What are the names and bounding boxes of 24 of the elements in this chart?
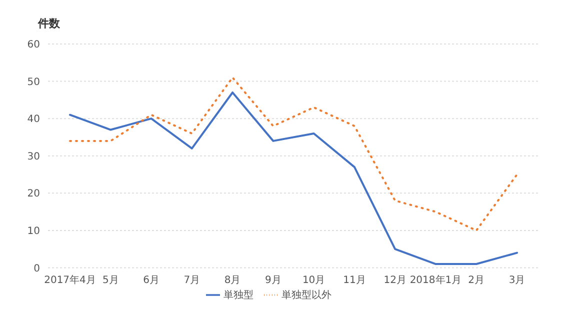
y-tick-label: 60 bbox=[27, 40, 40, 51]
y-tick-label: 0 bbox=[34, 263, 40, 274]
x-tick-label: 7月 bbox=[184, 274, 200, 286]
x-tick-label: 12月 bbox=[384, 274, 406, 286]
x-tick-label: 5月 bbox=[102, 274, 119, 286]
x-tick-label: 10月 bbox=[302, 274, 326, 286]
legend-label: 単独型 bbox=[224, 290, 254, 301]
x-tick-label: 9月 bbox=[264, 274, 282, 286]
y-tick-label: 50 bbox=[27, 76, 40, 88]
y-axis-title: 件数 bbox=[38, 16, 60, 31]
x-tick-label: 11月 bbox=[343, 274, 366, 286]
x-tick-label: 3月 bbox=[508, 274, 526, 286]
y-tick-label: 40 bbox=[27, 114, 40, 126]
y-tick-label: 10 bbox=[27, 226, 40, 237]
y-tick-label: 30 bbox=[27, 151, 40, 162]
y-tick-label: 20 bbox=[27, 188, 40, 200]
x-tick-label: 2月 bbox=[468, 274, 485, 286]
x-tick-label: 6月 bbox=[143, 274, 160, 286]
line-series bbox=[69, 91, 518, 266]
line-series bbox=[69, 76, 518, 232]
x-tick-label: 2017年4月 bbox=[44, 274, 96, 286]
x-tick-label: 8月 bbox=[224, 274, 241, 286]
x-tick-label: 2018年1月 bbox=[410, 274, 462, 286]
legend-label: 単独型以外 bbox=[282, 290, 332, 301]
